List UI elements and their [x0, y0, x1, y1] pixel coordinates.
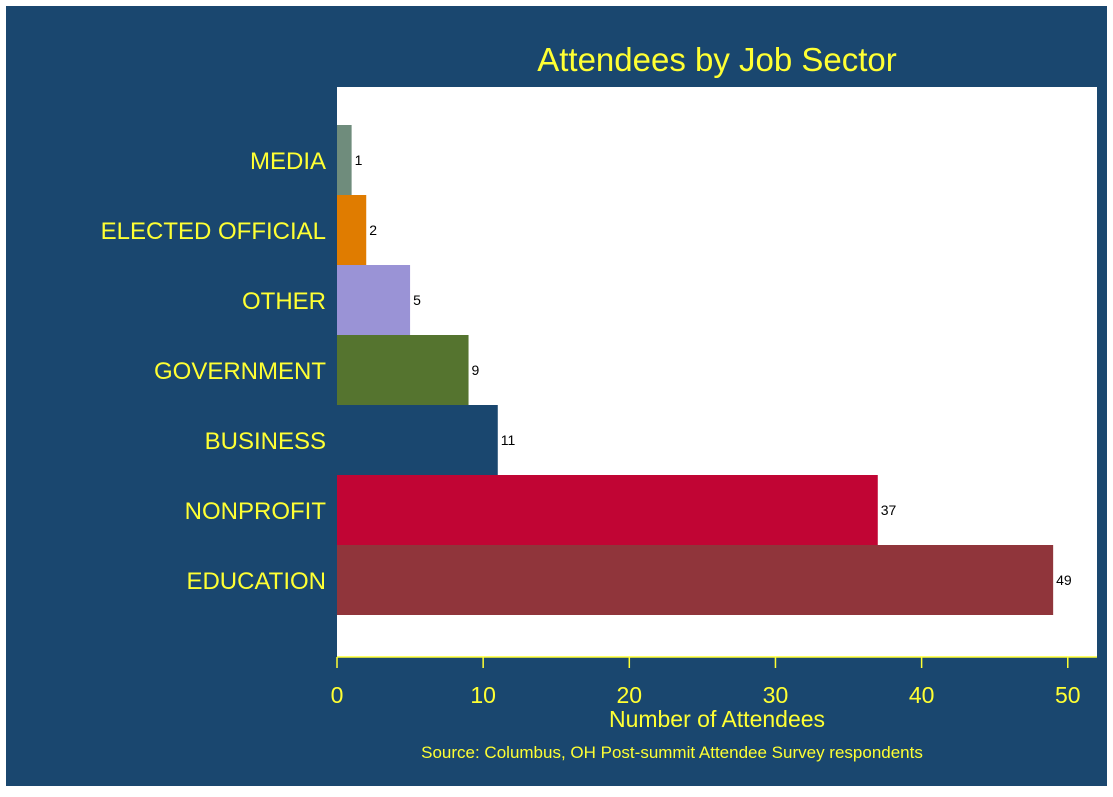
x-axis-ticks: 0 10 20 30 40 50: [331, 657, 1081, 708]
x-tick-label: 10: [470, 682, 496, 708]
bar-nonprofit: [337, 475, 878, 545]
x-tick-label: 0: [331, 682, 344, 708]
x-tick-label: 30: [763, 682, 789, 708]
bars-group: [337, 125, 1054, 615]
category-label: EDUCATION: [186, 568, 326, 595]
value-label: 9: [472, 362, 480, 378]
category-labels: MEDIA ELECTED OFFICIAL OTHER GOVERNMENT BUSI…: [101, 148, 327, 595]
value-labels: 1 2 5 9 11 37 49: [355, 152, 1072, 588]
bar-media: [337, 125, 352, 195]
category-label: NONPROFIT: [185, 498, 327, 525]
chart-title: Attendees by Job Sector: [537, 41, 897, 78]
bar-education: [337, 545, 1054, 615]
bar-elected-official: [337, 195, 367, 265]
value-label: 2: [369, 222, 377, 238]
value-label: 1: [355, 152, 363, 168]
category-label: OTHER: [242, 288, 326, 315]
source-note: Source: Columbus, OH Post-summit Attende…: [421, 743, 923, 762]
category-label: MEDIA: [250, 148, 326, 175]
value-label: 11: [501, 432, 516, 448]
value-label: 49: [1056, 572, 1072, 588]
x-tick-label: 40: [909, 682, 935, 708]
value-label: 5: [413, 292, 421, 308]
value-label: 37: [881, 502, 897, 518]
bar-business: [337, 405, 498, 475]
category-label: BUSINESS: [205, 428, 326, 455]
bar-other: [337, 265, 411, 335]
x-tick-label: 20: [617, 682, 643, 708]
x-tick-label: 50: [1055, 682, 1081, 708]
category-label: GOVERNMENT: [154, 358, 326, 385]
bar-government: [337, 335, 469, 405]
x-axis-label: Number of Attendees: [609, 706, 825, 732]
category-label: ELECTED OFFICIAL: [101, 218, 326, 245]
